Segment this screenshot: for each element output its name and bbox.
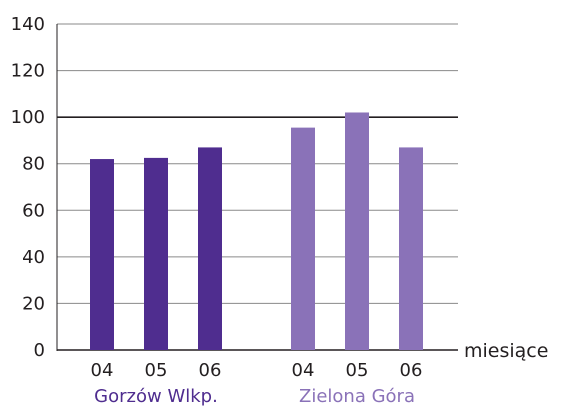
bar — [345, 112, 369, 350]
bar — [144, 157, 168, 350]
x-tick-label: 05 — [346, 360, 369, 381]
x-axis-label: miesiące — [464, 340, 548, 362]
x-axis-ticks: 04 05 06 04 05 06 — [91, 360, 423, 381]
x-tick-label: 06 — [400, 360, 423, 381]
group-label: Zielona Góra — [299, 386, 415, 407]
y-tick-label: 120 — [11, 61, 45, 82]
bar — [399, 147, 423, 350]
group-label: Gorzów Wlkp. — [94, 386, 218, 407]
bar — [90, 159, 114, 350]
y-tick-label: 140 — [11, 14, 45, 35]
y-tick-label: 20 — [22, 293, 45, 314]
bar — [198, 147, 222, 350]
x-tick-label: 05 — [145, 360, 168, 381]
y-axis-ticks: 0 20 40 60 80 100 120 140 — [11, 14, 45, 361]
y-tick-label: 0 — [34, 340, 45, 361]
y-tick-label: 40 — [22, 247, 45, 268]
y-tick-label: 80 — [22, 154, 45, 175]
group-labels: Gorzów Wlkp. Zielona Góra — [94, 386, 415, 407]
x-tick-label: 04 — [292, 360, 315, 381]
bar — [291, 127, 315, 350]
x-tick-label: 04 — [91, 360, 114, 381]
bars — [90, 112, 423, 350]
x-tick-label: 06 — [199, 360, 222, 381]
gridlines — [57, 23, 458, 351]
y-tick-label: 60 — [22, 200, 45, 221]
y-tick-label: 100 — [11, 107, 45, 128]
